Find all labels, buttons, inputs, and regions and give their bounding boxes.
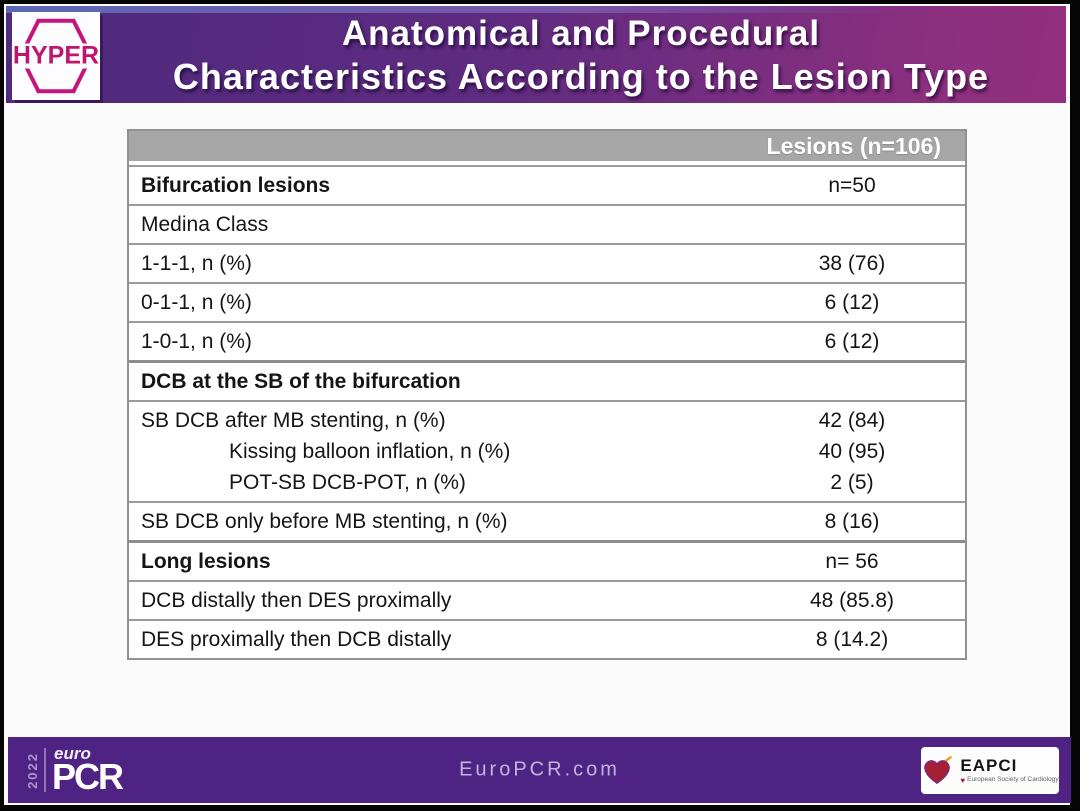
table-line: POT-SB DCB-POT, n (%) 2 (5) xyxy=(129,467,965,498)
row-label: SB DCB only before MB stenting, n (%) xyxy=(141,509,508,533)
table-line: Kissing balloon inflation, n (%) 40 (95) xyxy=(129,436,965,467)
table-row: DES proximally then DCB distally 8 (14.2) xyxy=(129,619,965,658)
table-row: DCB distally then DES proximally 48 (85.8… xyxy=(129,580,965,619)
table-line: 1-0-1, n (%) 6 (12) xyxy=(129,323,965,360)
table-line: 0-1-1, n (%) 6 (12) xyxy=(129,284,965,321)
table-line: Long lesions n= 56 xyxy=(129,543,965,580)
row-label: POT-SB DCB-POT, n (%) xyxy=(229,470,466,494)
title-band: HYPER Anatomical and Procedural Characte… xyxy=(6,6,1066,103)
slide-background: HYPER Anatomical and Procedural Characte… xyxy=(4,4,1071,805)
eapci-subtitle-row: ♥ European Society of Cardiology xyxy=(960,775,1059,785)
logo-wordmark: euro PCR xyxy=(52,744,124,797)
logo-year: 2022 xyxy=(25,751,40,789)
table-row: 1-0-1, n (%) 6 (12) xyxy=(129,321,965,360)
logo-divider xyxy=(44,748,46,792)
row-value: 38 (76) xyxy=(818,251,886,275)
table-body: Bifurcation lesions n=50 Medina Class 1-1-1… xyxy=(129,165,965,658)
page-title: Anatomical and Procedural Characteristic… xyxy=(106,13,1056,98)
table-row: SB DCB only before MB stenting, n (%) 8 (… xyxy=(129,501,965,540)
table-column-header: Lesions (n=106) xyxy=(129,131,965,165)
eapci-name: EAPCI xyxy=(960,755,1018,775)
table-line: Bifurcation lesions n=50 xyxy=(129,167,965,204)
row-value: 42 (84) xyxy=(818,408,886,432)
eapci-logo: EAPCI ♥ European Society of Cardiology xyxy=(921,747,1059,794)
table-row: Bifurcation lesions n=50 xyxy=(129,165,965,204)
row-value: 48 (85.8) xyxy=(809,588,895,612)
row-value: 8 (14.2) xyxy=(815,627,889,651)
table-line: DES proximally then DCB distally 8 (14.2) xyxy=(129,621,965,658)
row-label: 0-1-1, n (%) xyxy=(141,290,252,314)
footer-band: 2022 euro PCR EuroPCR.com EAPCI ♥ Europ xyxy=(8,737,1071,803)
hyper-logo-text: HYPER xyxy=(11,41,101,70)
row-value: n=50 xyxy=(828,173,876,197)
table-row: DCB at the SB of the bifurcation xyxy=(129,360,965,400)
eapci-subtitle: European Society of Cardiology xyxy=(967,776,1059,784)
title-line-1: Anatomical and Procedural xyxy=(341,14,821,53)
eapci-text-block: EAPCI ♥ European Society of Cardiology xyxy=(960,757,1058,785)
row-label: DCB at the SB of the bifurcation xyxy=(141,369,461,393)
table-row: 0-1-1, n (%) 6 (12) xyxy=(129,282,965,321)
row-label: 1-0-1, n (%) xyxy=(141,329,252,353)
top-stripe-decoration xyxy=(6,6,1066,13)
table-row: Long lesions n= 56 xyxy=(129,540,965,580)
table-row: Medina Class xyxy=(129,204,965,243)
table-line: SB DCB only before MB stenting, n (%) 8 (… xyxy=(129,503,965,540)
row-label: SB DCB after MB stenting, n (%) xyxy=(141,408,446,432)
row-value: 8 (16) xyxy=(824,509,880,533)
europcr-logo: 2022 euro PCR xyxy=(25,744,124,797)
table-line: 1-1-1, n (%) 38 (76) xyxy=(129,245,965,282)
website-url: EuroPCR.com xyxy=(459,758,620,781)
row-label: DES proximally then DCB distally xyxy=(141,627,452,651)
characteristics-table: Lesions (n=106) Bifurcation lesions n=50 M… xyxy=(127,129,967,660)
row-label: 1-1-1, n (%) xyxy=(141,251,252,275)
table-line: DCB at the SB of the bifurcation xyxy=(129,363,965,400)
row-label: Medina Class xyxy=(141,212,269,236)
table-row: 1-1-1, n (%) 38 (76) xyxy=(129,243,965,282)
row-value: 2 (5) xyxy=(830,470,874,494)
row-value: n= 56 xyxy=(825,549,879,573)
row-value: 40 (95) xyxy=(818,439,886,463)
row-value: 6 (12) xyxy=(824,290,880,314)
mini-heart-icon: ♥ xyxy=(960,775,966,785)
table-line: DCB distally then DES proximally 48 (85.8… xyxy=(129,582,965,619)
table-row: SB DCB after MB stenting, n (%) 42 (84) Ki… xyxy=(129,400,965,501)
row-label: Bifurcation lesions xyxy=(141,173,331,197)
logo-pcr-text: PCR xyxy=(52,756,124,797)
eapci-heart-icon xyxy=(924,755,953,784)
row-value: 6 (12) xyxy=(824,329,880,353)
logo-euro-text: euro xyxy=(54,744,91,763)
hyper-logo: HYPER xyxy=(11,12,101,100)
table-line: SB DCB after MB stenting, n (%) 42 (84) xyxy=(129,405,965,436)
row-label: Long lesions xyxy=(141,549,271,573)
row-label: Kissing balloon inflation, n (%) xyxy=(229,439,511,463)
title-line-2: Characteristics According to the Lesion … xyxy=(172,56,990,97)
row-label: DCB distally then DES proximally xyxy=(141,588,452,612)
table-line: Medina Class xyxy=(129,206,965,243)
